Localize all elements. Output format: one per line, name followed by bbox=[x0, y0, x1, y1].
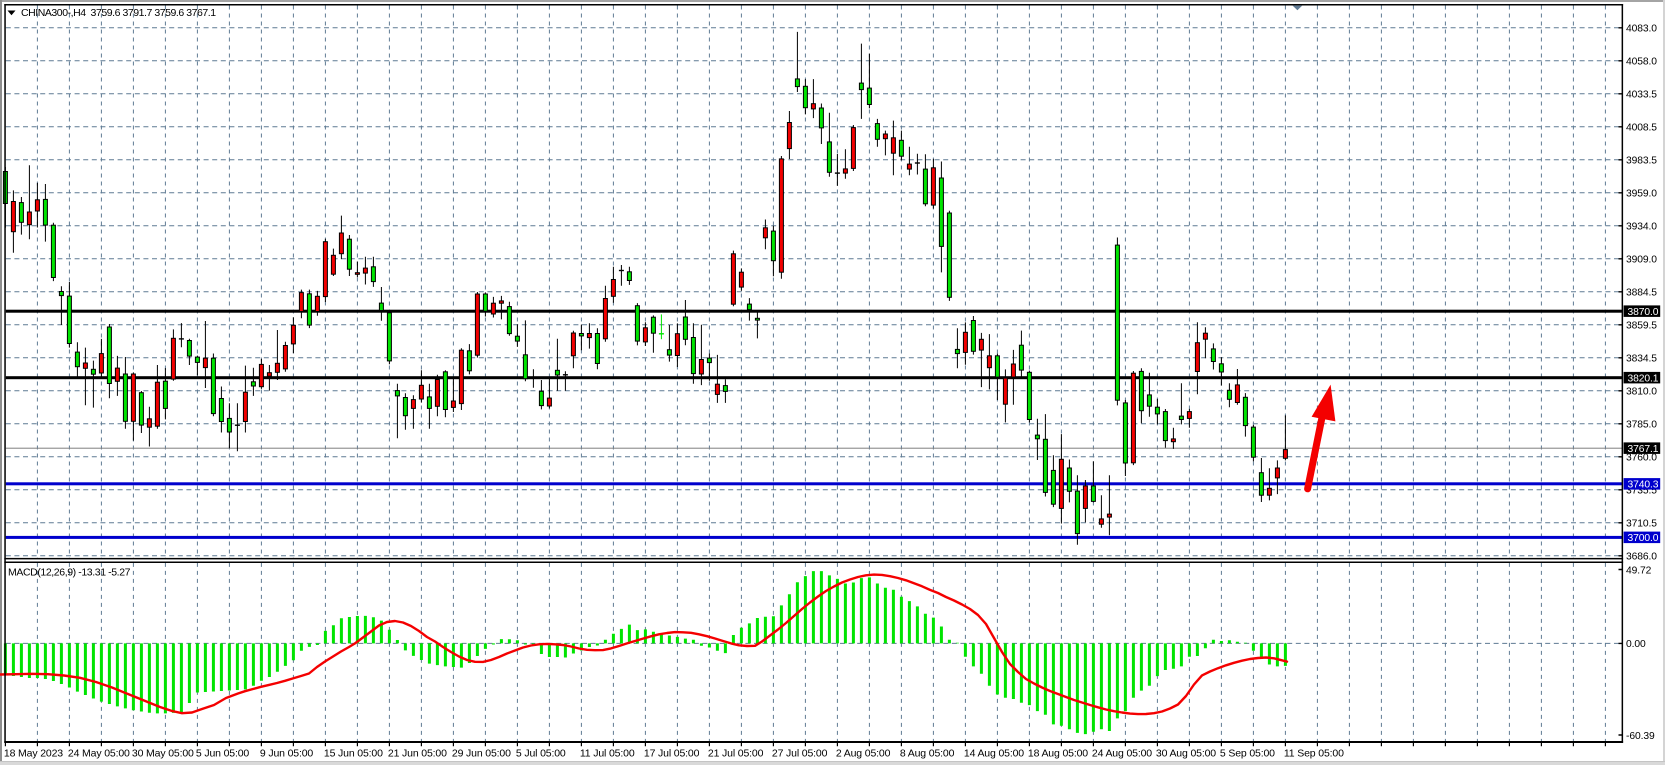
svg-text:15 Jun 05:00: 15 Jun 05:00 bbox=[324, 748, 383, 760]
svg-text:3884.5: 3884.5 bbox=[1626, 288, 1657, 299]
svg-text:30 Aug 05:00: 30 Aug 05:00 bbox=[1156, 748, 1216, 760]
svg-text:3870.0: 3870.0 bbox=[1628, 307, 1659, 318]
svg-text:3740.3: 3740.3 bbox=[1628, 480, 1659, 491]
svg-text:2 Aug 05:00: 2 Aug 05:00 bbox=[836, 748, 891, 760]
svg-text:27 Jul 05:00: 27 Jul 05:00 bbox=[772, 748, 828, 760]
svg-text:4058.0: 4058.0 bbox=[1626, 57, 1657, 68]
svg-text:3700.0: 3700.0 bbox=[1628, 533, 1659, 544]
svg-text:18 May 2023: 18 May 2023 bbox=[4, 748, 63, 760]
svg-text:17 Jul 05:00: 17 Jul 05:00 bbox=[644, 748, 700, 760]
svg-text:3859.5: 3859.5 bbox=[1626, 321, 1657, 332]
svg-text:21 Jun 05:00: 21 Jun 05:00 bbox=[388, 748, 447, 760]
svg-text:3760.0: 3760.0 bbox=[1626, 453, 1657, 464]
svg-text:MACD(12,26,9) -13.31 -5.27: MACD(12,26,9) -13.31 -5.27 bbox=[8, 567, 131, 579]
svg-text:0.00: 0.00 bbox=[1626, 639, 1646, 650]
svg-text:3909.0: 3909.0 bbox=[1626, 255, 1657, 266]
svg-text:3834.5: 3834.5 bbox=[1626, 354, 1657, 365]
svg-text:3820.1: 3820.1 bbox=[1628, 374, 1659, 385]
svg-text:3686.0: 3686.0 bbox=[1626, 552, 1657, 563]
svg-text:3983.5: 3983.5 bbox=[1626, 156, 1657, 167]
svg-text:5 Jul 05:00: 5 Jul 05:00 bbox=[516, 748, 566, 760]
svg-text:5 Sep 05:00: 5 Sep 05:00 bbox=[1220, 748, 1275, 760]
svg-text:3959.0: 3959.0 bbox=[1626, 189, 1657, 200]
svg-text:4008.5: 4008.5 bbox=[1626, 123, 1657, 134]
svg-text:11 Jul 05:00: 11 Jul 05:00 bbox=[580, 748, 635, 760]
svg-text:4033.5: 4033.5 bbox=[1626, 90, 1657, 101]
svg-text:3710.5: 3710.5 bbox=[1626, 519, 1657, 530]
svg-text:9 Jun 05:00: 9 Jun 05:00 bbox=[260, 748, 314, 760]
svg-text:21 Jul 05:00: 21 Jul 05:00 bbox=[708, 748, 764, 760]
svg-text:24 Aug 05:00: 24 Aug 05:00 bbox=[1092, 748, 1152, 760]
svg-text:3934.0: 3934.0 bbox=[1626, 222, 1657, 233]
svg-text:24 May 05:00: 24 May 05:00 bbox=[68, 748, 130, 760]
svg-text:18 Aug 05:00: 18 Aug 05:00 bbox=[1028, 748, 1088, 760]
svg-text:14 Aug 05:00: 14 Aug 05:00 bbox=[964, 748, 1024, 760]
svg-text:8 Aug 05:00: 8 Aug 05:00 bbox=[900, 748, 955, 760]
svg-text:CHINA300-,H4 3759.6 3791.7 37: CHINA300-,H4 3759.6 3791.7 3759.6 3767.1 bbox=[21, 7, 216, 19]
svg-text:-60.39: -60.39 bbox=[1626, 731, 1655, 742]
svg-text:3785.0: 3785.0 bbox=[1626, 420, 1657, 431]
svg-text:3735.5: 3735.5 bbox=[1626, 486, 1657, 497]
svg-text:3810.0: 3810.0 bbox=[1626, 387, 1657, 398]
svg-text:49.72: 49.72 bbox=[1626, 565, 1652, 576]
svg-text:29 Jun 05:00: 29 Jun 05:00 bbox=[452, 748, 511, 760]
svg-text:4083.0: 4083.0 bbox=[1626, 24, 1657, 35]
svg-text:3767.1: 3767.1 bbox=[1628, 444, 1659, 455]
svg-text:5 Jun 05:00: 5 Jun 05:00 bbox=[196, 748, 250, 760]
svg-text:30 May 05:00: 30 May 05:00 bbox=[132, 748, 194, 760]
svg-text:11 Sep 05:00: 11 Sep 05:00 bbox=[1284, 748, 1344, 760]
